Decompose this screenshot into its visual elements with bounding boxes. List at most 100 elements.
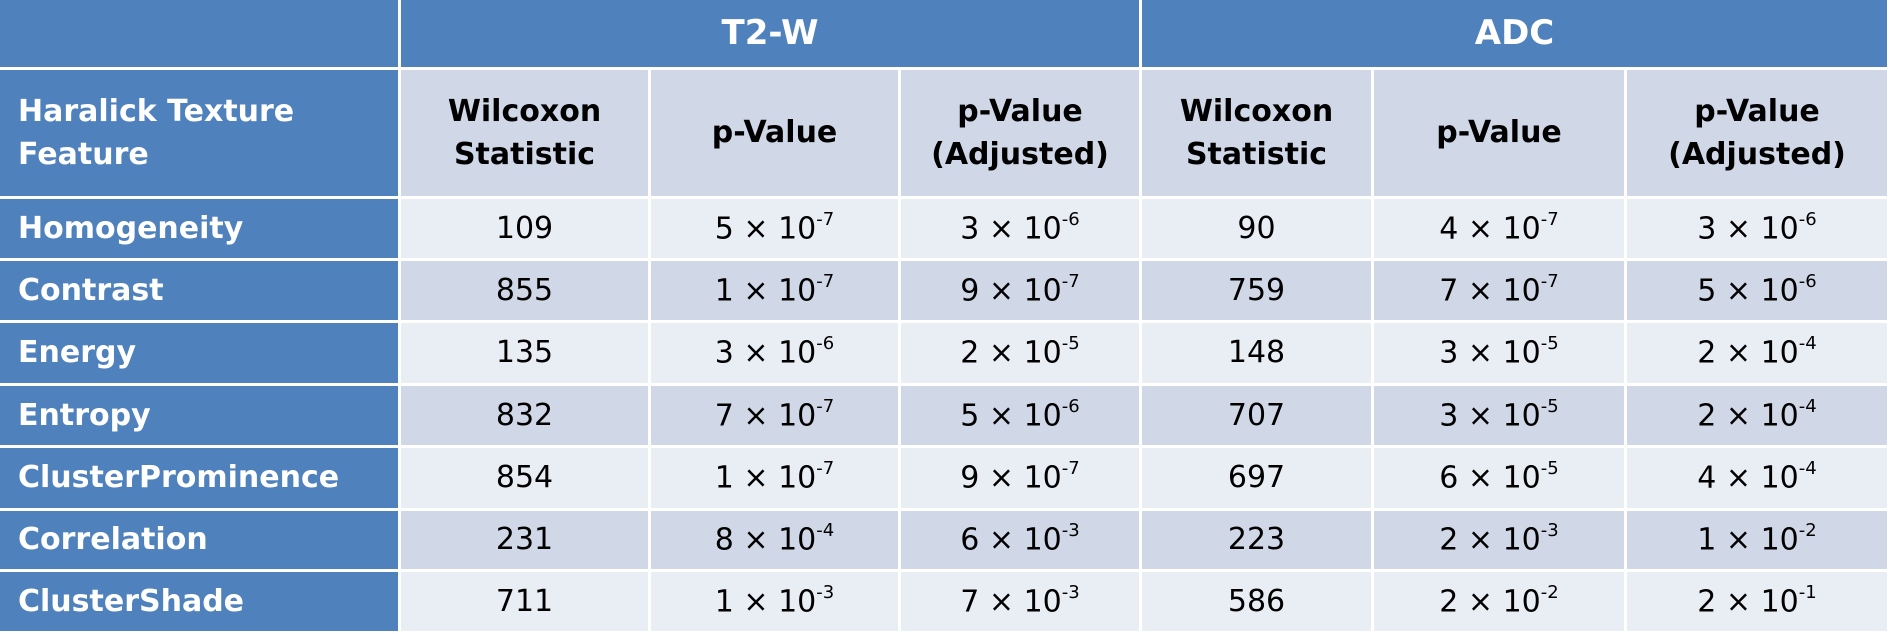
column-header: Wilcoxon Statistic (401, 70, 651, 199)
value-cell: 9 × 10-7 (901, 448, 1142, 511)
p-value-base: 1 × 10 (714, 460, 817, 496)
statistic: 697 (1227, 460, 1286, 496)
value-cell: 7 × 10-7 (1374, 261, 1627, 323)
p-value-base: 7 × 10 (714, 398, 817, 433)
group-title: T2-W (721, 12, 819, 53)
statistic: 711 (495, 583, 554, 619)
value-cell: 711 (401, 572, 651, 634)
row-label: Energy (0, 323, 401, 386)
value-cell: 5 × 10-7 (651, 199, 901, 261)
feature-name: Entropy (18, 397, 151, 433)
header-text: Haralick Texture Feature (18, 93, 295, 173)
p-value: 1 × 10-7 (715, 269, 834, 313)
value-cell: 1 × 10-7 (651, 261, 901, 323)
p-value-base: 5 × 10 (714, 211, 817, 246)
p-value-exponent: -7 (816, 458, 835, 479)
p-value-base: 9 × 10 (960, 460, 1062, 496)
p-value-base: 8 × 10 (714, 522, 817, 558)
statistic: 135 (495, 335, 554, 371)
row-label: Entropy (0, 386, 401, 448)
p-value-base: 2 × 10 (1697, 398, 1799, 433)
group-header: T2-W (401, 0, 1142, 70)
p-value: 2 × 10-1 (1697, 580, 1816, 624)
value-cell: 1 × 10-3 (651, 572, 901, 634)
p-value-base: 3 × 10 (714, 335, 817, 371)
p-value-exponent: -7 (1540, 208, 1559, 230)
p-value-base: 1 × 10 (1697, 522, 1799, 558)
p-value-base: 5 × 10 (960, 398, 1062, 433)
p-value-base: 3 × 10 (960, 211, 1062, 246)
p-value-exponent: -4 (1798, 395, 1817, 417)
value-cell: 7 × 10-3 (901, 572, 1142, 634)
feature-name: ClusterShade (18, 583, 245, 619)
value-cell: 2 × 10-5 (901, 323, 1142, 386)
p-value-base: 1 × 10 (714, 584, 817, 619)
value-cell: 2 × 10-4 (1627, 323, 1890, 386)
feature-name: Homogeneity (18, 210, 244, 246)
p-value: 4 × 10-4 (1697, 456, 1816, 500)
value-cell: 3 × 10-6 (651, 323, 901, 386)
header-text: Wilcoxon Statistic (447, 93, 602, 173)
p-value-exponent: -7 (1061, 458, 1080, 479)
p-value: 6 × 10-5 (1439, 456, 1558, 500)
value-cell: 4 × 10-4 (1627, 448, 1890, 511)
p-value-exponent: -7 (1061, 270, 1080, 292)
p-value: 4 × 10-7 (1439, 207, 1558, 251)
header-text: p-Value (Adjusted) (931, 93, 1109, 173)
p-value: 6 × 10-3 (960, 518, 1079, 562)
statistic: 832 (495, 397, 554, 433)
value-cell: 3 × 10-5 (1374, 386, 1627, 448)
p-value-exponent: -7 (1540, 270, 1559, 292)
row-label: Homogeneity (0, 199, 401, 261)
feature-name: Contrast (18, 272, 164, 308)
p-value-base: 4 × 10 (1439, 211, 1541, 246)
value-cell: 3 × 10-5 (1374, 323, 1627, 386)
header-text: Wilcoxon Statistic (1179, 93, 1334, 173)
p-value: 2 × 10-3 (1439, 518, 1558, 562)
statistic: 223 (1227, 522, 1286, 558)
value-cell: 1 × 10-7 (651, 448, 901, 511)
p-value: 1 × 10-3 (715, 580, 834, 624)
column-header: p-Value (1374, 70, 1627, 199)
value-cell: 148 (1142, 323, 1374, 386)
value-cell: 6 × 10-3 (901, 511, 1142, 572)
p-value-exponent: -7 (816, 395, 835, 417)
p-value-exponent: -5 (1540, 395, 1559, 417)
statistic: 90 (1237, 210, 1276, 246)
statistic: 759 (1227, 272, 1286, 308)
p-value-base: 2 × 10 (1439, 584, 1541, 619)
value-cell: 3 × 10-6 (901, 199, 1142, 261)
p-value-exponent: -5 (1061, 333, 1080, 354)
value-cell: 2 × 10-4 (1627, 386, 1890, 448)
p-value-exponent: -5 (1540, 458, 1559, 479)
p-value: 7 × 10-7 (715, 394, 834, 438)
p-value-base: 9 × 10 (960, 273, 1062, 308)
value-cell: 707 (1142, 386, 1374, 448)
value-cell: 5 × 10-6 (1627, 261, 1890, 323)
p-value-exponent: -6 (1798, 208, 1817, 230)
feature-name: Correlation (18, 522, 208, 558)
group-header: ADC (1142, 0, 1890, 70)
p-value: 3 × 10-6 (715, 331, 834, 375)
column-header: p-Value (Adjusted) (901, 70, 1142, 199)
column-header: p-Value (Adjusted) (1627, 70, 1890, 199)
p-value-exponent: -5 (1540, 333, 1559, 354)
p-value-base: 3 × 10 (1439, 398, 1541, 433)
p-value-base: 6 × 10 (1439, 460, 1541, 496)
value-cell: 2 × 10-3 (1374, 511, 1627, 572)
p-value-exponent: -4 (1798, 333, 1817, 354)
p-value: 2 × 10-4 (1697, 331, 1816, 375)
p-value-base: 3 × 10 (1439, 335, 1541, 371)
value-cell: 855 (401, 261, 651, 323)
statistic: 109 (495, 210, 554, 246)
value-cell: 9 × 10-7 (901, 261, 1142, 323)
p-value: 2 × 10-5 (960, 331, 1079, 375)
feature-name: Energy (18, 335, 137, 371)
row-label: Contrast (0, 261, 401, 323)
statistic: 148 (1227, 335, 1286, 371)
value-cell: 697 (1142, 448, 1374, 511)
p-value-exponent: -6 (1061, 208, 1080, 230)
p-value: 3 × 10-5 (1439, 331, 1558, 375)
p-value: 1 × 10-2 (1697, 518, 1816, 562)
p-value-base: 7 × 10 (960, 584, 1062, 619)
